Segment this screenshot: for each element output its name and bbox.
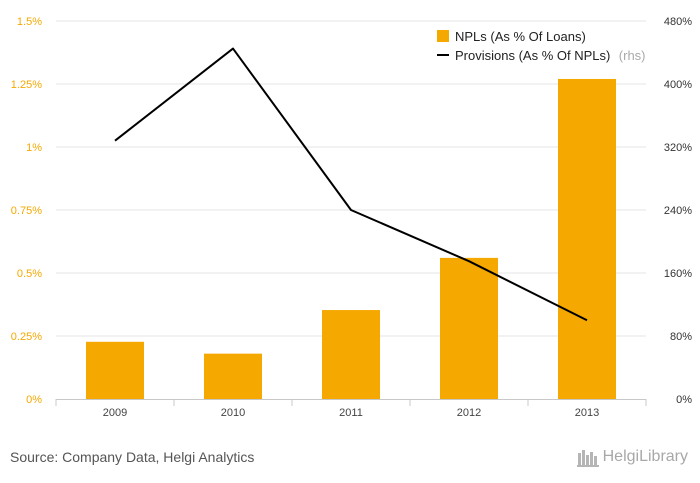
legend-label-provisions: Provisions (As % Of NPLs) (rhs): [455, 47, 646, 64]
y-left-tick-label: 1.25%: [11, 79, 42, 91]
logo-suffix: Library: [639, 448, 688, 465]
x-tick-label: 2010: [221, 407, 245, 419]
x-tick-label: 2009: [103, 407, 127, 419]
y-right-tick-label: 0%: [676, 394, 692, 406]
y-left-tick-label: 1%: [26, 142, 42, 154]
bar-npls-2012: [440, 257, 498, 399]
y-left-tick-label: 0%: [26, 394, 42, 406]
library-icon: [576, 450, 599, 467]
legend-swatch-npls: [437, 30, 449, 42]
y-left-tick-label: 0.25%: [11, 331, 42, 343]
gridlines: [56, 20, 646, 337]
axes: 0% 0.25% 0.5% 0.75% 1% 1.25% 1.5% 0% 80% 160% 240%…: [11, 16, 692, 419]
line-series-provisions: [114, 47, 588, 322]
bar-npls-2013: [558, 78, 616, 400]
legend: NPLs (As % Of Loans) Provisions (As % Of…: [437, 29, 646, 64]
x-tick-label: 2011: [339, 407, 363, 419]
x-tick-label: 2013: [575, 407, 599, 419]
legend-label-npls: NPLs (As % Of Loans): [455, 29, 586, 44]
source-note: Source: Company Data, Helgi Analytics: [10, 449, 255, 465]
bar-npls-2009: [86, 341, 144, 399]
bar-npls-2011: [322, 310, 380, 399]
y-left-tick-label: 0.75%: [11, 205, 42, 217]
y-right-tick-label: 480%: [664, 16, 692, 28]
helgi-library-logo: Helgi Library: [576, 447, 688, 467]
logo-brand: Helgi: [602, 448, 640, 465]
bar-series-npls: [86, 78, 616, 400]
y-right-tick-label: 400%: [664, 79, 692, 91]
y-right-tick-label: 240%: [664, 205, 692, 217]
y-right-tick-label: 80%: [670, 331, 692, 343]
x-tick-label: 2012: [457, 407, 481, 419]
y-left-tick-label: 0.5%: [17, 268, 42, 280]
y-left-tick-label: 1.5%: [17, 16, 42, 28]
bar-npls-2010: [204, 353, 262, 399]
line-provisions: [114, 47, 588, 322]
y-right-tick-label: 320%: [664, 142, 692, 154]
y-right-tick-label: 160%: [664, 268, 692, 280]
